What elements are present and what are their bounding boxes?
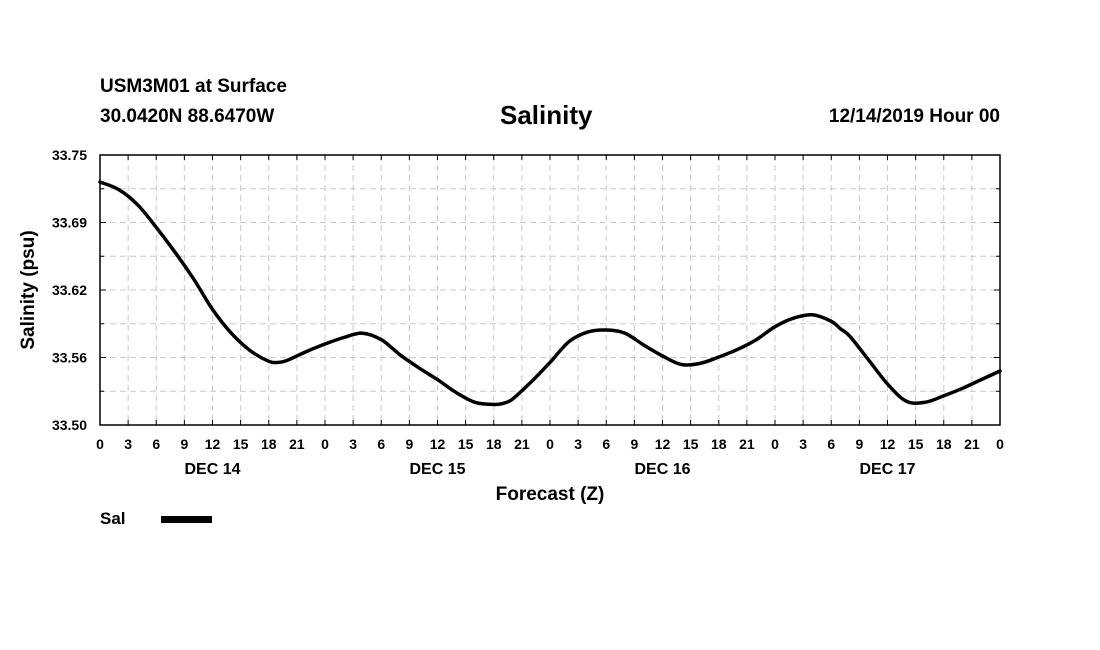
coordinates-label: 30.0420N 88.6470W bbox=[100, 106, 275, 127]
x-tick-label: 0 bbox=[996, 436, 1004, 452]
station-label: USM3M01 at Surface bbox=[100, 76, 287, 97]
legend-label: Sal bbox=[100, 509, 126, 528]
x-tick-label: 0 bbox=[321, 436, 329, 452]
x-tick-label: 12 bbox=[205, 436, 221, 452]
x-tick-label: 0 bbox=[96, 436, 104, 452]
x-tick-label: 0 bbox=[771, 436, 779, 452]
y-tick-label: 33.69 bbox=[52, 215, 87, 231]
x-axis-label: Forecast (Z) bbox=[496, 484, 605, 505]
x-tick-label: 3 bbox=[799, 436, 807, 452]
x-tick-label: 3 bbox=[349, 436, 357, 452]
series-line-sal bbox=[98, 180, 1002, 407]
x-tick-label: 21 bbox=[964, 436, 980, 452]
x-tick-label: 9 bbox=[180, 436, 188, 452]
y-axis-label: Salinity (psu) bbox=[18, 230, 39, 349]
y-tick-label: 33.62 bbox=[52, 282, 87, 298]
x-tick-label: 0 bbox=[546, 436, 554, 452]
x-tick-label: 12 bbox=[430, 436, 446, 452]
x-tick-label: 15 bbox=[683, 436, 699, 452]
x-tick-label: 6 bbox=[152, 436, 160, 452]
day-label: DEC 17 bbox=[859, 461, 915, 478]
x-tick-label: 9 bbox=[855, 436, 863, 452]
x-tick-label: 21 bbox=[514, 436, 530, 452]
x-tick-label: 21 bbox=[739, 436, 755, 452]
day-label: DEC 16 bbox=[634, 461, 690, 478]
x-tick-label: 9 bbox=[630, 436, 638, 452]
x-tick-label: 18 bbox=[936, 436, 952, 452]
x-tick-label: 18 bbox=[261, 436, 277, 452]
legend-swatch bbox=[161, 516, 212, 523]
y-tick-label: 33.56 bbox=[52, 350, 87, 366]
x-tick-label: 3 bbox=[574, 436, 582, 452]
x-tick-label: 9 bbox=[405, 436, 413, 452]
forecast-datetime: 12/14/2019 Hour 00 bbox=[828, 106, 1000, 127]
x-tick-label: 6 bbox=[602, 436, 610, 452]
x-tick-label: 12 bbox=[655, 436, 671, 452]
day-label: DEC 15 bbox=[409, 461, 465, 478]
x-tick-label: 15 bbox=[908, 436, 924, 452]
x-tick-label: 12 bbox=[880, 436, 896, 452]
y-tick-label: 33.75 bbox=[52, 147, 87, 163]
x-tick-label: 15 bbox=[233, 436, 249, 452]
chart-title: Salinity bbox=[500, 100, 593, 130]
x-tick-label: 6 bbox=[827, 436, 835, 452]
x-tick-label: 3 bbox=[124, 436, 132, 452]
day-label: DEC 14 bbox=[184, 461, 240, 478]
y-tick-label: 33.50 bbox=[52, 417, 87, 433]
x-tick-label: 15 bbox=[458, 436, 474, 452]
x-tick-label: 18 bbox=[711, 436, 727, 452]
x-tick-label: 6 bbox=[377, 436, 385, 452]
x-tick-label: 21 bbox=[289, 436, 305, 452]
x-tick-label: 18 bbox=[486, 436, 502, 452]
